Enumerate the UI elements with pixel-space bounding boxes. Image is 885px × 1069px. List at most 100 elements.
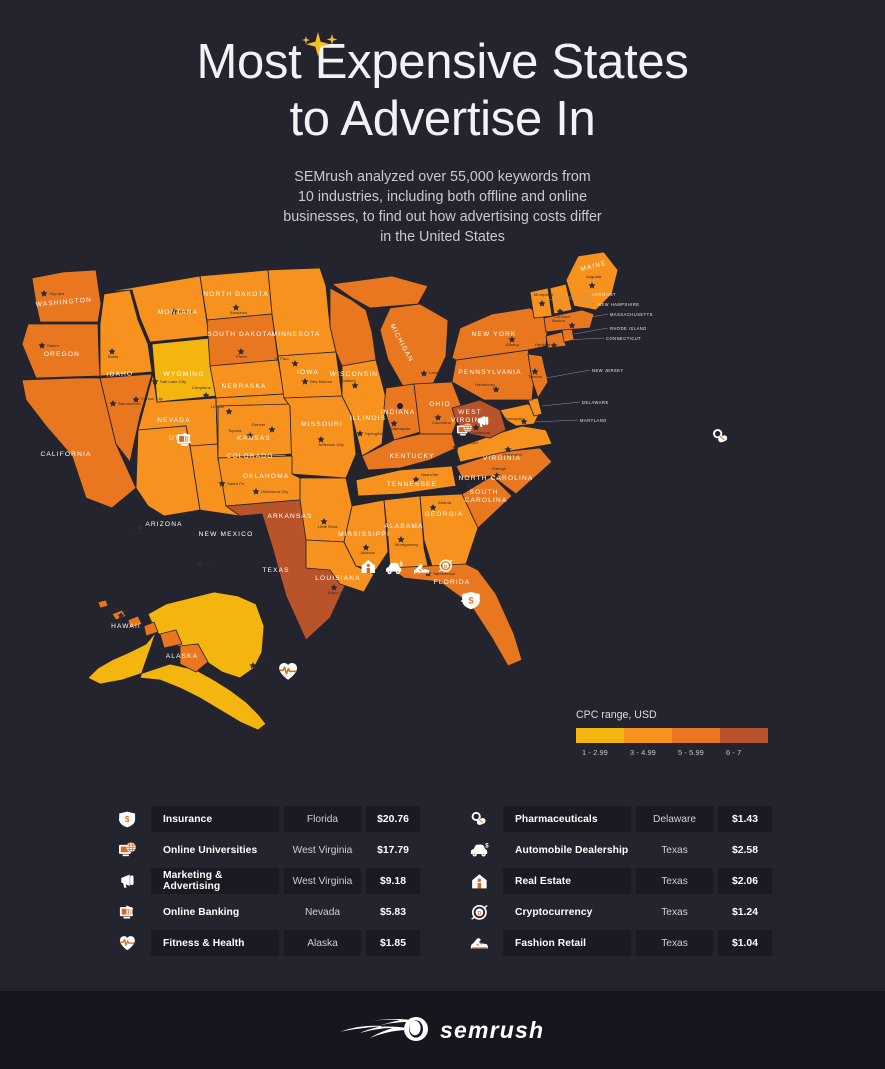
svg-text:Atlanta: Atlanta [438, 500, 452, 505]
map-marker-delaware-pharma [713, 429, 730, 445]
svg-text:MONTANA: MONTANA [158, 309, 199, 316]
sneaker-icon [460, 930, 498, 956]
subtitle-line-4: in the United States [380, 229, 505, 245]
legend-tick-1: 1 - 2.99 [582, 748, 608, 757]
header: Most Expensive States to Advertise In SE… [0, 0, 885, 247]
svg-text:Annapolis: Annapolis [505, 416, 523, 421]
table-row[interactable]: Insurance Florida $20.76 [108, 806, 420, 832]
svg-text:Denver: Denver [252, 422, 266, 427]
svg-text:Phoenix: Phoenix [132, 530, 147, 535]
table-row[interactable]: Fashion Retail Texas $1.04 [460, 930, 772, 956]
svg-text:Cheyenne: Cheyenne [192, 385, 212, 390]
svg-text:CONNECTICUT: CONNECTICUT [606, 336, 641, 341]
bank-monitor-icon [108, 899, 146, 925]
svg-text:COLORADO: COLORADO [227, 453, 274, 460]
table-row[interactable]: Online Banking Nevada $5.83 [108, 899, 420, 925]
svg-text:KENTUCKY: KENTUCKY [389, 453, 434, 460]
cpc-value: $2.58 [731, 844, 758, 856]
industry-name: Cryptocurrency [515, 906, 593, 918]
map-legend: CPC range, USD 1 - 2.99 3 - 4.99 5 - 5.9… [576, 709, 768, 757]
semrush-logo[interactable]: semrush [338, 1013, 548, 1047]
table-row[interactable]: Marketing & Advertising West Virginia $9… [108, 868, 420, 894]
svg-text:Carson City: Carson City [141, 396, 163, 401]
state-name: Texas [636, 930, 713, 956]
page-title-line2: to Advertise In [289, 92, 596, 146]
subtitle-line-1: SEMrush analyzed over 55,000 keywords fr… [294, 169, 591, 185]
subtitle-line-2: 10 industries, including both offline an… [297, 189, 588, 205]
svg-text:OKLAHOMA: OKLAHOMA [243, 473, 290, 480]
coin-icon [460, 899, 498, 925]
svg-text:NEW JERSEY: NEW JERSEY [592, 368, 624, 373]
svg-text:TENNESSEE: TENNESSEE [387, 481, 437, 488]
svg-text:IOWA: IOWA [297, 369, 319, 376]
table-right: Pharmaceuticals Delaware $1.43 Automobil… [460, 806, 772, 956]
svg-text:Bismarck: Bismarck [230, 310, 247, 315]
legend-swatch-1 [576, 728, 624, 743]
svg-text:OREGON: OREGON [44, 351, 80, 358]
legend-swatch-3 [672, 728, 720, 743]
svg-text:Frankfort: Frankfort [461, 440, 479, 445]
svg-text:WISCONSIN: WISCONSIN [330, 371, 378, 378]
svg-text:Springfield: Springfield [365, 431, 385, 436]
svg-text:FLORIDA: FLORIDA [434, 579, 471, 586]
pills-icon [460, 806, 498, 832]
state-name: Texas [636, 868, 713, 894]
industry-name: Online Banking [163, 906, 240, 918]
svg-text:NEW YORK: NEW YORK [472, 331, 517, 338]
svg-text:Jackson: Jackson [360, 550, 375, 555]
house-icon [460, 868, 498, 894]
svg-text:NEBRASKA: NEBRASKA [221, 383, 266, 390]
svg-text:SOUTH DAKOTA: SOUTH DAKOTA [207, 331, 272, 338]
svg-text:GEORGIA: GEORGIA [425, 511, 464, 518]
state-name: Alaska [284, 930, 361, 956]
svg-text:TEXAS: TEXAS [262, 567, 289, 574]
state-name: Texas [661, 906, 688, 918]
usa-choropleth-map: $ [0, 248, 885, 768]
svg-text:Tallahassee: Tallahassee [433, 571, 456, 576]
page-subtitle: SEMrush analyzed over 55,000 keywords fr… [0, 167, 885, 247]
svg-text:MINNESOTA: MINNESOTA [271, 331, 320, 338]
cpc-value: $2.06 [718, 868, 772, 894]
svg-text:Harrisburg: Harrisburg [475, 382, 495, 387]
svg-text:Honolulu: Honolulu [103, 606, 120, 611]
svg-text:ALABAMA: ALABAMA [384, 523, 423, 530]
svg-text:RHODE ISLAND: RHODE ISLAND [610, 326, 647, 331]
svg-text:Sacramento: Sacramento [118, 401, 141, 406]
table-row[interactable]: Real Estate Texas $2.06 [460, 868, 772, 894]
svg-text:Juneau: Juneau [258, 658, 272, 663]
megaphone-icon [108, 868, 146, 894]
cpc-value: $17.79 [377, 844, 409, 856]
svg-text:ARKANSAS: ARKANSAS [267, 513, 312, 520]
svg-text:VERMONT: VERMONT [592, 292, 616, 297]
svg-text:Hartford: Hartford [535, 342, 550, 347]
svg-text:Helena: Helena [179, 309, 193, 314]
cpc-value: $20.76 [366, 806, 420, 832]
monitor-globe-icon [108, 837, 146, 863]
svg-text:Topeka: Topeka [228, 428, 242, 433]
industry-name: Automobile Dealership [515, 844, 629, 856]
svg-text:MARYLAND: MARYLAND [580, 418, 607, 423]
legend-tick-2: 3 - 4.99 [630, 748, 656, 757]
svg-text:HAWAII: HAWAII [111, 623, 141, 630]
cpc-value: $1.43 [718, 806, 772, 832]
svg-text:CALIFORNIA: CALIFORNIA [40, 451, 91, 458]
table-row[interactable]: Fitness & Health Alaska $1.85 [108, 930, 420, 956]
state-name: West Virginia [284, 868, 361, 894]
svg-text:Montgomery: Montgomery [395, 542, 418, 547]
svg-text:VIRGINIA: VIRGINIA [451, 417, 489, 424]
svg-text:Nashville: Nashville [421, 472, 439, 477]
svg-text:INDIANA: INDIANA [381, 409, 416, 416]
table-row[interactable]: Online Universities West Virginia $17.79 [108, 837, 420, 863]
state-name: Delaware [636, 806, 713, 832]
state-name: Texas [661, 844, 688, 856]
table-row[interactable]: Automobile Dealership Texas $2.58 [460, 837, 772, 863]
table-row[interactable]: Cryptocurrency Texas $1.24 [460, 899, 772, 925]
legend-swatch-4 [720, 728, 768, 743]
table-row[interactable]: Pharmaceuticals Delaware $1.43 [460, 806, 772, 832]
industry-name: Marketing & Advertising [151, 868, 279, 894]
cpc-value: $1.85 [366, 930, 420, 956]
svg-text:Boston: Boston [552, 318, 565, 323]
state-name: Nevada [304, 906, 341, 918]
industry-cpc-tables: Insurance Florida $20.76 Online Universi… [0, 806, 885, 956]
svg-text:Baton Rouge: Baton Rouge [328, 590, 353, 595]
